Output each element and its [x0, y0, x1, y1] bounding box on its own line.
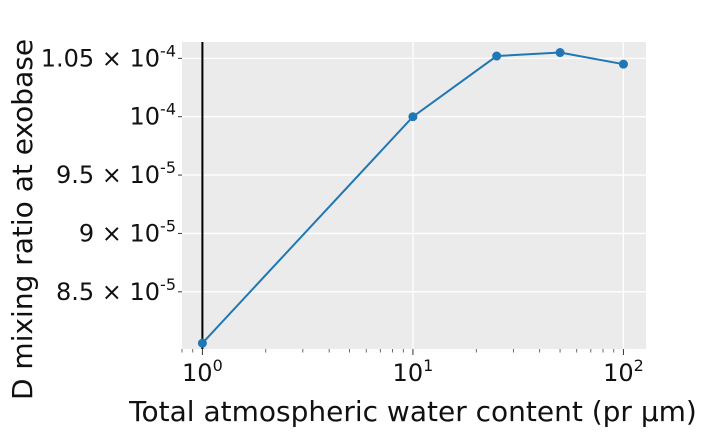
x-axis-title: Total atmospheric water content (pr μm) — [128, 395, 697, 428]
y-tick-label-exponent: -4 — [160, 41, 176, 60]
y-tick-label: 9.5 × 10-5 — [56, 158, 176, 189]
series-layer — [197, 48, 628, 348]
x-tick-label-base: 10 — [182, 359, 213, 387]
y-tick-label-mantissa: 9 × 10 — [79, 219, 160, 247]
y-tick-label-mantissa: 9.5 × 10 — [56, 161, 160, 189]
y-tick-label-exponent: -4 — [160, 100, 176, 119]
y-tick-label: 1.05 × 10-4 — [41, 41, 176, 72]
x-tick-label-base: 10 — [603, 359, 634, 387]
x-tick-label: 100 — [182, 356, 223, 387]
x-tick-label-base: 10 — [393, 359, 424, 387]
y-tick-label: 9 × 10-5 — [79, 216, 176, 247]
x-tick-label-exponent: 1 — [423, 356, 433, 375]
data-point — [492, 51, 502, 61]
x-tick-label-exponent: 0 — [213, 356, 223, 375]
data-point — [555, 48, 565, 58]
x-tick-label: 102 — [603, 356, 644, 387]
y-tick-label-mantissa: 10 — [130, 103, 161, 131]
x-tick-label-exponent: 2 — [634, 356, 644, 375]
x-tick-label: 101 — [393, 356, 434, 387]
y-axis-title: D mixing ratio at exobase — [6, 39, 39, 400]
y-tick-label-exponent: -5 — [160, 275, 176, 294]
y-tick-label-exponent: -5 — [160, 158, 176, 177]
y-tick-label-exponent: -5 — [160, 216, 176, 235]
y-tick-label: 8.5 × 10-5 — [56, 275, 176, 306]
data-point — [618, 59, 628, 69]
y-tick-label-mantissa: 8.5 × 10 — [56, 278, 160, 306]
y-tick-label: 10-4 — [130, 100, 177, 131]
data-point — [408, 112, 418, 122]
data-point — [197, 338, 207, 348]
plot-background — [182, 42, 646, 349]
y-tick-label-mantissa: 1.05 × 10 — [41, 44, 160, 72]
